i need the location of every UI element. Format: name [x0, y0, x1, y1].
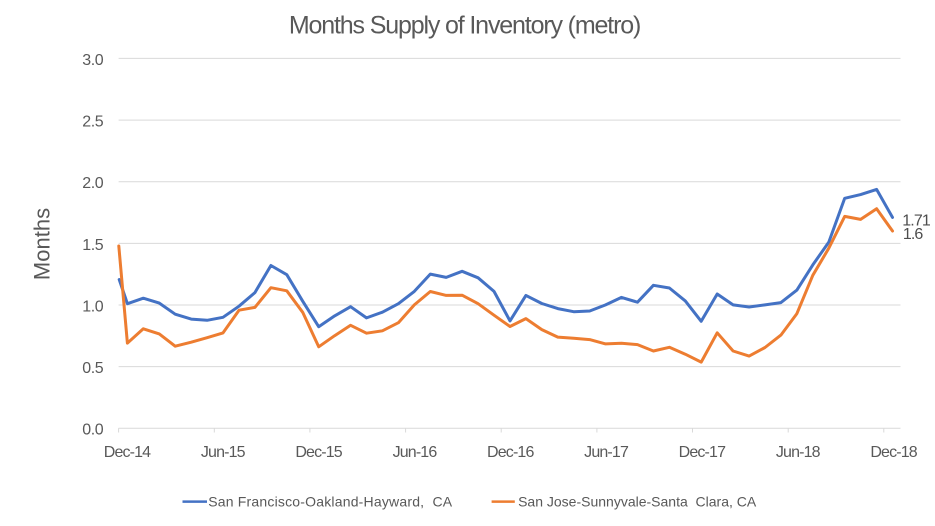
svg-text:Dec-16: Dec-16: [487, 444, 534, 461]
svg-text:Months: Months: [30, 208, 55, 280]
svg-text:2.5: 2.5: [82, 114, 104, 131]
svg-text:Dec-15: Dec-15: [295, 444, 342, 461]
svg-text:San Francisco-Oakland-Hayward,: San Francisco-Oakland-Hayward, CA: [208, 494, 453, 510]
svg-text:Dec-17: Dec-17: [679, 444, 726, 461]
svg-text:1.71: 1.71: [902, 212, 931, 229]
svg-text:2.0: 2.0: [82, 175, 104, 192]
svg-text:0.0: 0.0: [82, 422, 104, 439]
svg-text:Jun-15: Jun-15: [201, 444, 246, 461]
svg-text:0.5: 0.5: [82, 360, 104, 377]
svg-text:Dec-18: Dec-18: [870, 444, 917, 461]
svg-text:San Jose-Sunnyvale-Santa Clar: San Jose-Sunnyvale-Santa Clara, CA: [518, 494, 757, 510]
svg-text:1.0: 1.0: [82, 298, 104, 315]
svg-text:1.5: 1.5: [82, 237, 104, 254]
svg-text:Jun-16: Jun-16: [393, 444, 438, 461]
svg-text:Jun-18: Jun-18: [776, 444, 821, 461]
svg-text:1.6: 1.6: [903, 226, 924, 243]
svg-text:Jun-17: Jun-17: [584, 444, 629, 461]
svg-text:Months Supply of Inventory (me: Months Supply of Inventory (metro): [289, 12, 640, 40]
svg-text:Dec-14: Dec-14: [104, 444, 151, 461]
svg-text:3.0: 3.0: [82, 52, 104, 69]
